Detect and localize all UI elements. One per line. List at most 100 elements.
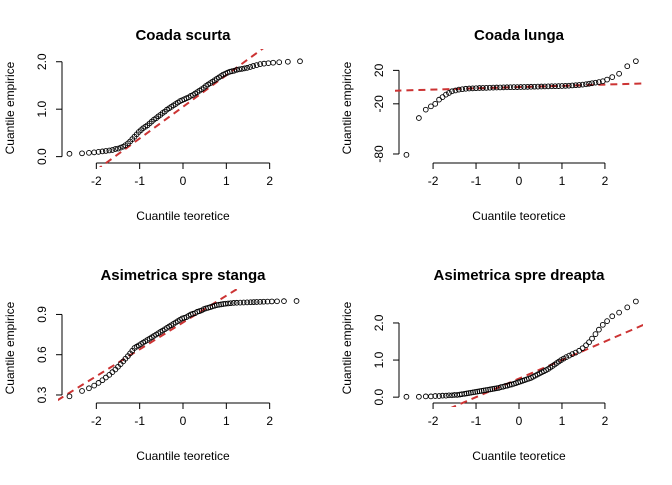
qq-point: [456, 86, 462, 93]
qq-points: [66, 298, 300, 400]
qq-point: [586, 339, 592, 346]
qq-point: [274, 298, 280, 305]
qq-point: [493, 84, 500, 91]
x-axis-label: Cuantile teoretice: [472, 209, 566, 223]
qq-point: [95, 149, 102, 155]
x-tick-label: -1: [471, 414, 482, 428]
qq-point: [244, 65, 250, 71]
y-tick-label: 0.9: [35, 306, 49, 323]
qq-point: [109, 369, 116, 376]
qq-point: [436, 96, 442, 103]
y-axis: 0.3 0.6 0.9: [35, 306, 63, 403]
qq-point: [538, 83, 545, 90]
qq-point: [233, 299, 240, 306]
panel-title: Asimetrica spre stanga: [100, 267, 266, 284]
qq-point: [264, 298, 271, 305]
qq-point: [99, 377, 106, 384]
qq-reference-line: [395, 82, 643, 92]
qq-point: [106, 147, 113, 154]
x-tick-label: 0: [516, 414, 523, 428]
qq-point: [572, 82, 579, 89]
qq-point: [403, 393, 410, 400]
qq-point: [237, 299, 244, 306]
x-axis-label: Cuantile teoretice: [472, 449, 566, 463]
qq-point: [624, 63, 631, 70]
x-axis: -2 -1 0 1 2: [91, 402, 273, 428]
qq-point: [416, 115, 422, 121]
qq-point: [446, 392, 452, 399]
qq-point: [528, 83, 534, 90]
x-tick-label: -1: [134, 414, 145, 428]
y-tick-label: 2.0: [35, 53, 49, 70]
qq-point: [633, 58, 639, 65]
qq-point: [281, 298, 287, 305]
qq-point: [103, 148, 109, 154]
qq-point: [227, 300, 234, 307]
qq-point: [583, 81, 589, 88]
qq-panel-3: Asimetrica spre stanga -2 -1 0 1 2 Cuantile te…: [3, 267, 300, 463]
x-tick-label: -2: [428, 414, 439, 428]
qq-point: [240, 299, 247, 306]
qq-point: [86, 149, 92, 156]
qq-point: [579, 81, 586, 88]
qq-point: [436, 393, 442, 399]
y-tick-label: 0.3: [35, 386, 49, 403]
qq-point: [545, 83, 552, 90]
x-axis: -2 -1 0 1 2: [428, 162, 609, 188]
qq-point: [293, 298, 300, 304]
qq-point: [432, 393, 439, 399]
qq-point: [79, 388, 85, 394]
qq-point: [95, 380, 102, 386]
qq-point: [247, 299, 254, 306]
qq-point: [247, 64, 254, 70]
qq-point: [604, 318, 610, 324]
qq-point: [222, 300, 229, 307]
y-axis-label: Cuantile empirice: [340, 301, 354, 394]
x-axis-label: Cuantile teoretice: [136, 209, 230, 223]
qq-point: [504, 84, 510, 91]
x-tick-label: 1: [559, 414, 566, 428]
qq-point: [439, 392, 446, 399]
qq-point: [452, 87, 459, 94]
qq-points: [403, 298, 639, 400]
qq-point: [459, 86, 466, 93]
qq-point: [548, 83, 555, 90]
qq-point: [469, 85, 476, 92]
qq-point: [476, 85, 483, 91]
qq-point: [599, 321, 606, 328]
x-axis-label: Cuantile teoretice: [136, 449, 230, 463]
qq-point: [562, 82, 569, 89]
qq-point: [276, 59, 283, 66]
qq-point: [565, 82, 572, 89]
x-tick-label: 2: [266, 174, 273, 188]
qq-point: [552, 83, 558, 90]
qq-point: [233, 66, 240, 73]
x-tick-label: 0: [516, 174, 523, 188]
y-axis: 0.0 1.0 2.0: [35, 53, 63, 165]
x-tick-label: -1: [134, 174, 145, 188]
y-axis-label: Cuantile empirice: [3, 61, 17, 154]
qq-point: [604, 76, 610, 83]
qq-point: [260, 298, 267, 305]
qq-points: [66, 58, 303, 157]
qq-point: [521, 84, 528, 90]
qq-point: [609, 313, 616, 320]
y-tick-label: 0.0: [35, 148, 49, 165]
qq-point: [566, 352, 573, 359]
qq-point: [586, 80, 592, 87]
qq-point: [109, 147, 116, 153]
y-axis: -80 -20 20: [372, 63, 400, 163]
qq-point: [285, 58, 291, 65]
qq-reference-line: [450, 323, 643, 407]
qq-point: [115, 145, 121, 152]
qq-point: [236, 66, 243, 73]
qq-point: [510, 84, 517, 90]
qq-point: [297, 58, 303, 65]
qq-point: [241, 65, 248, 72]
qq-point: [422, 393, 429, 400]
qq-point: [91, 382, 98, 389]
qq-point: [446, 90, 452, 96]
x-tick-label: -2: [91, 414, 102, 428]
